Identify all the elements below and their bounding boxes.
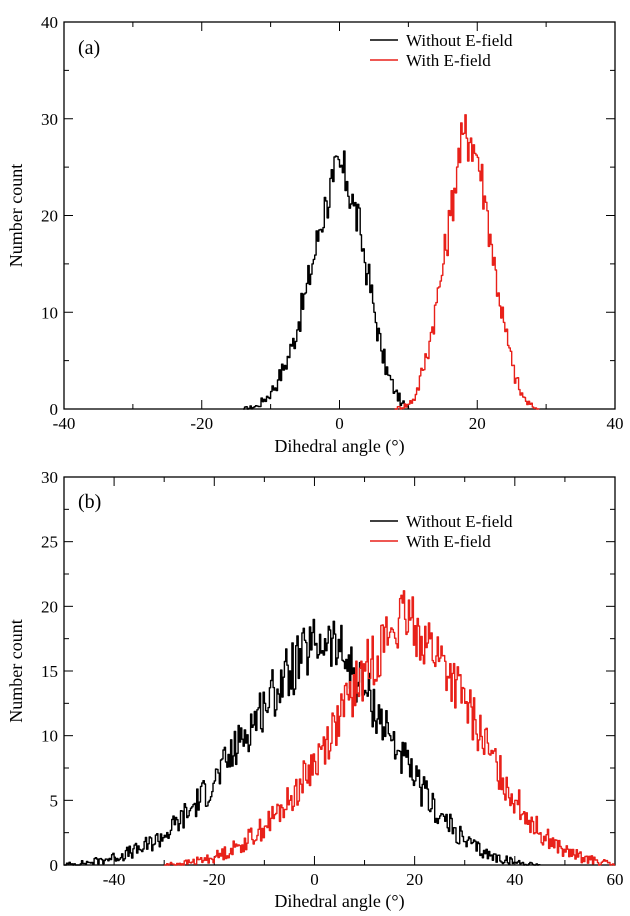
x-tick-label: -40 xyxy=(53,414,76,433)
legend-label: Without E-field xyxy=(406,31,513,50)
series-line-with-e-field xyxy=(164,590,615,866)
y-tick-label: 10 xyxy=(41,727,58,746)
panel-label: (a) xyxy=(78,37,100,59)
x-axis-label: Dihedral angle (°) xyxy=(274,436,404,457)
x-tick-label: 0 xyxy=(310,870,319,889)
series-line-without-e-field xyxy=(243,150,410,410)
x-tick-label: 60 xyxy=(607,870,624,889)
y-axis-label: Number count xyxy=(6,164,26,267)
plot-frame xyxy=(63,21,616,410)
legend-label: Without E-field xyxy=(406,512,513,531)
x-tick-label: 20 xyxy=(406,870,423,889)
y-tick-label: 30 xyxy=(41,468,58,487)
series-line-without-e-field xyxy=(64,618,541,866)
chart-panel-b: -40 -20 0 20 40 60 0 5 10 15 20 25 30 Dihedral angle … xyxy=(6,468,624,912)
x-tick-label: -20 xyxy=(203,870,226,889)
x-axis-label: Dihedral angle (°) xyxy=(274,891,404,912)
y-tick-label: 40 xyxy=(41,13,58,32)
y-axis-label: Number count xyxy=(6,619,26,722)
y-tick-label: 15 xyxy=(41,662,58,681)
legend-label: With E-field xyxy=(406,532,491,551)
y-tick-label: 30 xyxy=(41,110,58,129)
x-tick-label: -20 xyxy=(190,414,213,433)
y-tick-label: 10 xyxy=(41,303,58,322)
x-tick-label: 40 xyxy=(506,870,523,889)
x-tick-label: 40 xyxy=(607,414,624,433)
y-tick-label: 20 xyxy=(41,597,58,616)
y-tick-label: 25 xyxy=(41,533,58,552)
series-line-with-e-field xyxy=(394,114,540,410)
legend-label: With E-field xyxy=(406,51,491,70)
y-tick-label: 5 xyxy=(50,791,59,810)
y-tick-label: 20 xyxy=(41,207,58,226)
x-tick-label: 0 xyxy=(335,414,344,433)
y-tick-label: 0 xyxy=(50,400,59,419)
x-tick-label: 20 xyxy=(469,414,486,433)
chart-panel-a: -40 -20 0 20 40 0 10 20 30 40 Dihedral angle (°) Nu… xyxy=(6,13,624,457)
panel-label: (b) xyxy=(78,491,101,513)
x-tick-label: -40 xyxy=(103,870,126,889)
y-tick-label: 0 xyxy=(50,856,59,875)
plot-frame xyxy=(63,476,616,866)
